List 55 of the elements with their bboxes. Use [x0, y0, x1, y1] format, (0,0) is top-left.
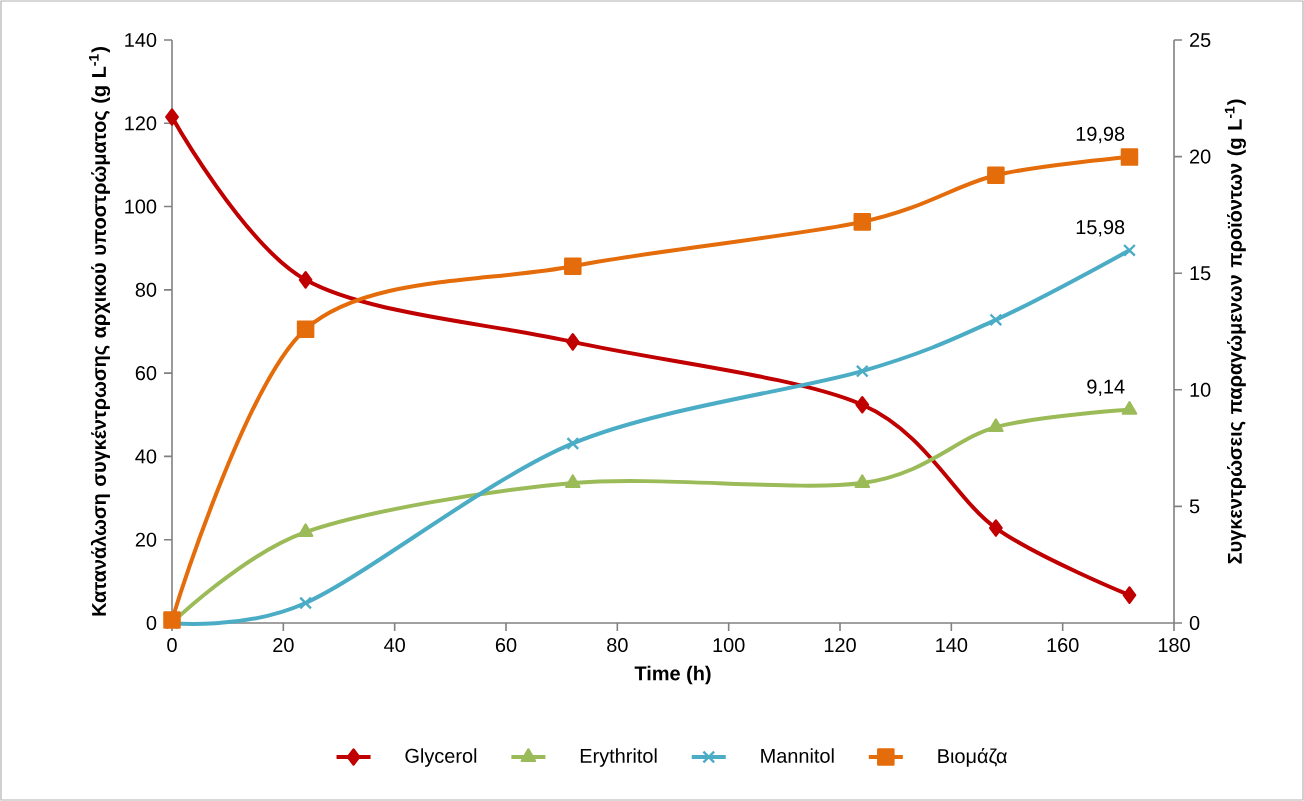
legend-label: Glycerol [405, 748, 477, 767]
point [298, 271, 313, 289]
point [987, 166, 1005, 185]
point [297, 523, 314, 538]
y2-tick-label: 15 [1190, 266, 1211, 281]
x-tick-label: 20 [273, 638, 294, 653]
x-tick-label: 120 [824, 638, 856, 653]
y2-tick-label: 20 [1190, 149, 1211, 164]
legend-label: Mannitol [761, 748, 834, 763]
x-tick-label: 40 [384, 638, 405, 653]
data-label: 19,98 [1076, 126, 1125, 144]
x-tick-label: 100 [713, 638, 745, 653]
point [296, 320, 315, 338]
data-label: 15,98 [1076, 220, 1125, 237]
y-tick-label: 140 [125, 32, 157, 48]
point [565, 474, 581, 489]
point [988, 418, 1004, 433]
x-tick-label: 60 [495, 638, 517, 653]
point [855, 364, 869, 378]
point [989, 313, 1003, 327]
x-tick-label: 140 [936, 638, 968, 653]
point [165, 108, 179, 126]
x-axis-title: Time (h) [634, 665, 711, 685]
y-tick-label: 60 [135, 366, 157, 381]
y2-axis-title: Συγκεντρώσεις παραγώμενων προϊόντων (g L$^{-1}$) [1224, 99, 1246, 564]
point [853, 213, 872, 231]
y-tick-label: 120 [125, 116, 157, 131]
y-tick-label: 100 [125, 199, 157, 214]
y-tick-label: 20 [135, 532, 157, 547]
point [1121, 401, 1138, 415]
point [1120, 148, 1139, 166]
point [1122, 243, 1137, 257]
x-tick-label: 160 [1047, 638, 1079, 653]
point [854, 474, 871, 489]
y-tick-label: 40 [135, 449, 157, 464]
y2-tick-label: 0 [1189, 615, 1200, 631]
x-tick-label: 180 [1158, 638, 1190, 653]
x-tick-label: 80 [607, 638, 628, 653]
legend-label: Βιομάζα [938, 747, 1007, 767]
point [566, 436, 580, 450]
point [565, 333, 580, 351]
data-label: 9,14 [1087, 379, 1125, 397]
y2-tick-label: 10 [1190, 382, 1211, 397]
y-tick-label: 0 [146, 615, 157, 631]
point [1122, 586, 1137, 604]
y2-tick-label: 5 [1189, 499, 1200, 514]
legend-label: Erythritol [580, 748, 657, 767]
point [564, 257, 582, 275]
point [989, 519, 1003, 537]
y-tick-label: 80 [135, 282, 157, 297]
y-axis-title: Κατανάλωση συγκέντρωσης αρχικού υποστρώματος (g L$^{-1}$) [89, 47, 111, 616]
y2-tick-label: 25 [1190, 32, 1211, 48]
point [299, 596, 313, 610]
point [855, 396, 870, 414]
x-tick-label: 0 [167, 638, 177, 653]
